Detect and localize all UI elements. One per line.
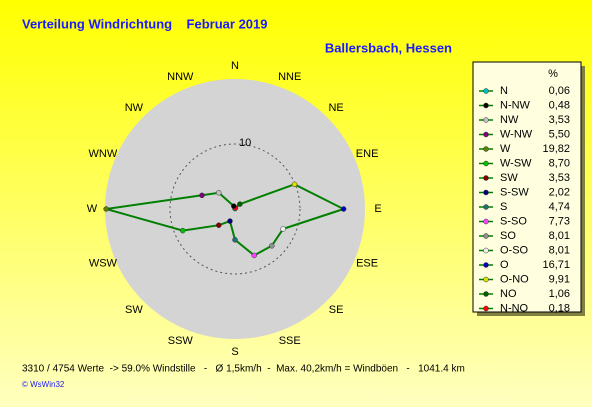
legend-value: 7,73 [549,215,570,227]
legend-value: 0,48 [549,99,570,111]
footer: 3310 / 4754 Werte -> 59.0% Windstille - … [22,364,465,375]
axis-label: NW [125,102,144,114]
legend-label: NW [500,114,519,126]
legend-value: 2,02 [549,186,570,198]
axis-label: ENE [356,148,379,160]
legend-label: W-NW [500,128,533,140]
legend-label: N-NW [500,99,531,111]
legend-value: 1,06 [549,288,570,300]
axis-label: NNW [167,71,194,83]
radar-point [251,252,257,259]
axis-label: N [231,60,239,72]
legend-label: S-SO [500,215,527,227]
legend-label: SW [500,172,518,184]
legend-value: 0,06 [549,85,570,97]
radar-point [280,226,286,232]
legend-marker [483,305,489,312]
axis-label: E [374,203,381,215]
legend-label: W [500,143,511,155]
legend-value: 16,71 [542,259,570,271]
radar-point [269,243,275,249]
legend-marker [483,262,489,268]
radar-point [103,206,109,212]
radar-point [232,237,238,243]
legend-marker [483,233,489,239]
radar-point [180,227,186,234]
axis-label: NE [328,102,343,114]
legend-marker [483,102,489,109]
legend-value: 0,18 [549,302,570,314]
axis-label: SSE [279,335,301,347]
legend-marker [483,117,489,123]
radar-point [291,181,298,188]
axis-label: SE [329,304,344,316]
legend-label: S-SW [500,186,529,198]
legend-value: 8,01 [549,244,570,256]
legend-marker [483,204,489,210]
r-tick-label: 10 [239,137,251,149]
radar-point [199,192,205,199]
axis-label: NNE [278,71,301,83]
legend-label: O-NO [500,273,529,285]
legend-value: 4,74 [549,201,570,213]
legend-label: SO [500,230,516,242]
legend-marker [483,131,489,138]
axis-label: WNW [89,148,118,160]
legend-value: 19,82 [542,143,570,155]
radar-point [340,206,347,212]
legend-value: 8,70 [549,157,570,169]
radar-point [216,190,222,196]
chart-subtitle: Ballersbach, Hessen [325,40,452,55]
legend-marker [483,276,489,283]
legend-marker [483,189,489,196]
axis-label: S [231,346,238,358]
legend-label: NO [500,288,517,300]
legend-value: 3,53 [549,172,570,184]
axis-label: SSW [168,335,194,347]
axis-label: W [87,203,98,215]
legend-marker [483,160,489,167]
radar-point [216,222,222,228]
grid-ring [169,143,301,275]
legend-marker [483,88,489,94]
chart-title: Verteilung Windrichtung Februar 2019 [22,16,267,31]
legend-value: 5,50 [549,128,570,140]
radar-point [231,203,237,209]
legend-marker [483,146,489,152]
legend-box [472,61,582,313]
legend-marker [483,218,489,225]
legend-label: W-SW [500,157,532,169]
axis-label: SW [125,304,143,316]
legend-label: O [500,259,509,271]
radar-point [227,218,233,224]
axis-label: ESE [356,258,378,270]
axis-label: WSW [89,258,118,270]
legend-label: N [500,85,508,97]
radar-point [237,201,243,207]
legend-label: O-SO [500,244,529,256]
legend-marker [483,175,489,181]
legend-value: 8,01 [549,230,570,242]
legend-value: 3,53 [549,114,570,126]
credit: © WsWin32 [22,380,65,389]
legend-marker [483,291,489,297]
legend-marker [483,247,489,254]
legend-title: % [548,68,558,80]
legend-label: N-NO [500,302,529,314]
legend-label: S [500,201,507,213]
legend-value: 9,91 [549,273,570,285]
